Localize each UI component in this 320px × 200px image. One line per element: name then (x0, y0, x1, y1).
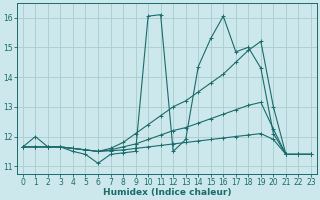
X-axis label: Humidex (Indice chaleur): Humidex (Indice chaleur) (103, 188, 231, 197)
